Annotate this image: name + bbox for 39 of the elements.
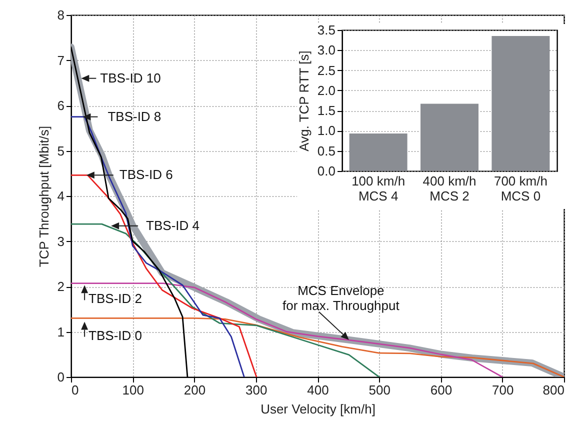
y-tick-label: 0 [57,370,64,384]
x-tick-label: 200 [184,382,206,398]
y-tick-label: 1.5 [317,103,336,118]
y-tick-label: 2.0 [317,82,336,98]
x-tick-label: 700 km/h MCS 0 [494,174,548,204]
y-tick-label: 5 [57,143,64,158]
x-tick-label: 100 [122,382,144,398]
annotation: MCS Envelope for max. Throughput [282,282,400,313]
x-tick-label: 400 km/h MCS 2 [422,174,476,204]
y-tick-label: 2.5 [317,62,336,78]
y-tick-label: 3 [57,234,64,249]
y-axis-title: TCP Throughput [Mbit/s] [36,126,52,268]
y-tick-label: 7 [57,52,64,68]
x-axis-title: User Velocity [km/h] [260,402,376,416]
y-tick-label: 3.5 [317,22,336,38]
annotation: TBS-ID 0 [88,328,142,343]
x-tick-label: 0 [72,382,79,398]
x-tick-label: 400 [307,382,329,398]
y-axis-title: Avg. TCP RTT [s] [296,50,312,152]
y-tick-label: 6 [57,98,64,113]
annotation: TBS-ID 6 [119,167,173,182]
x-tick-label: 500 [368,382,390,398]
x-tick-label: 600 [430,382,452,398]
y-tick-label: 8 [57,8,64,22]
y-tick-label: 4 [57,188,64,204]
x-tick-label: 800 [542,382,564,398]
annotation: TBS-ID 10 [100,70,161,86]
y-tick-label: 0.5 [317,143,336,158]
y-tick-label: 1.0 [317,123,336,138]
x-tick-label: 300 [246,382,268,398]
x-tick-label: 100 km/h MCS 4 [352,174,406,204]
annotation: TBS-ID 2 [88,291,142,306]
annotation: TBS-ID 4 [146,218,200,233]
annotation: TBS-ID 8 [108,108,162,124]
y-tick-label: 0.0 [317,164,336,178]
x-tick-label: 700 [492,382,514,398]
y-tick-label: 1 [57,324,64,340]
y-tick-label: 2 [57,279,64,294]
y-tick-label: 3.0 [317,42,336,58]
